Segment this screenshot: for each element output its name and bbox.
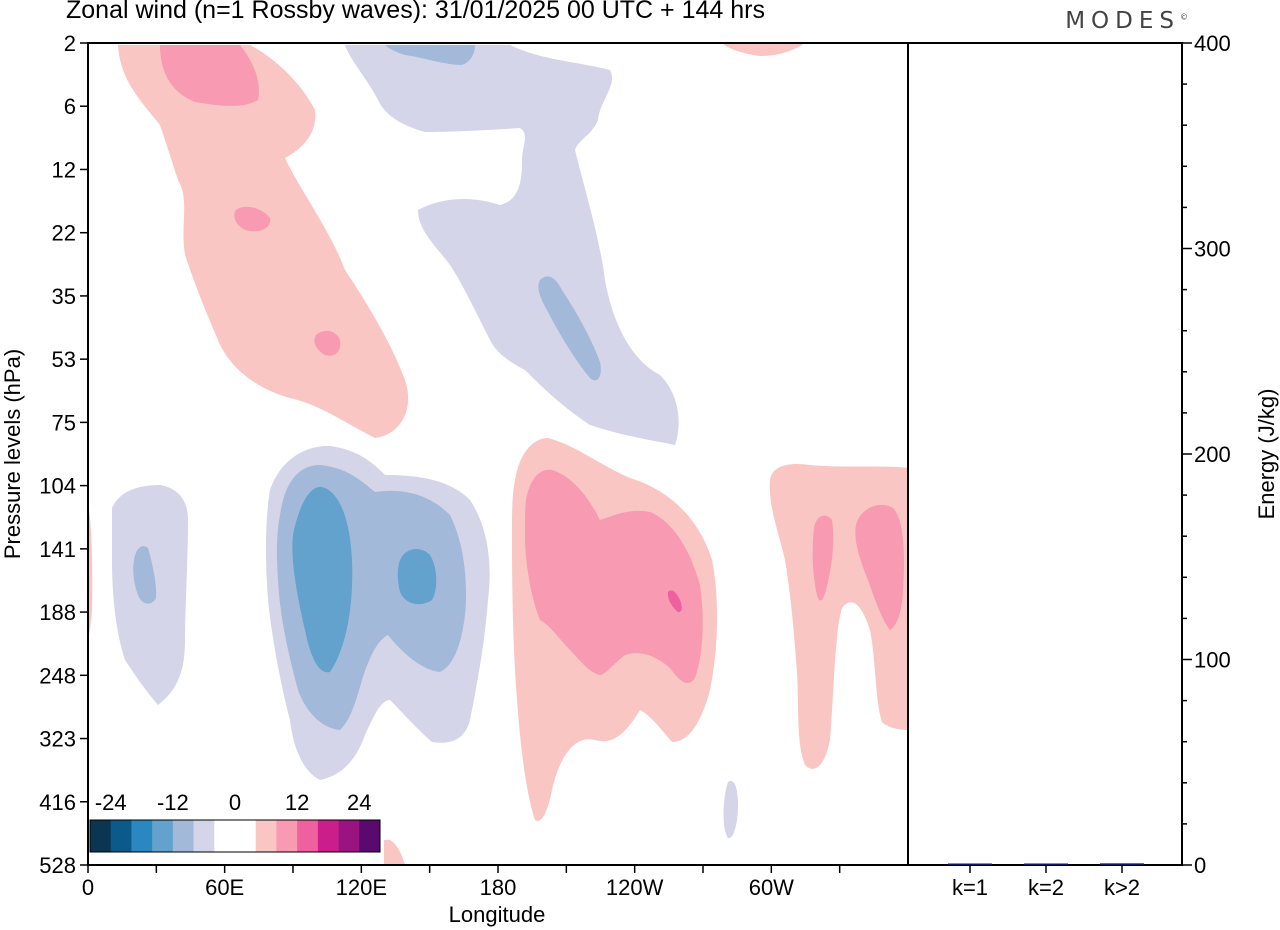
colorbar-swatch	[317, 820, 340, 852]
colorbar-swatch	[152, 820, 174, 852]
y-tick-label: 104	[39, 474, 76, 499]
x-tick-label: 0	[82, 875, 94, 900]
energy-axis-label: Energy (J/kg)	[1254, 389, 1279, 520]
y-tick-label: 35	[52, 284, 76, 309]
energy-bar	[948, 863, 992, 865]
contour-pos-upper-blob-2	[314, 330, 341, 356]
contour-neg-left-inner	[133, 546, 157, 604]
contour-neg-main-inner-2	[397, 548, 437, 605]
colorbar-label: 24	[347, 790, 371, 815]
y-tick-label: 188	[39, 600, 76, 625]
energy-tick-label: 100	[1194, 648, 1231, 673]
energy-tick-label: 200	[1194, 442, 1231, 467]
contour-field	[88, 43, 908, 865]
contour-neg-upper-inner	[385, 45, 475, 65]
contour-pos-right-inner-1	[812, 515, 834, 601]
logo-text: MODES	[1065, 8, 1180, 34]
colorbar-swatch	[359, 820, 381, 852]
energy-tick-label: 300	[1194, 237, 1231, 262]
logo-mark: ©	[1180, 12, 1188, 22]
y-tick-label: 75	[52, 410, 76, 435]
contour-neg-main-inner-1	[292, 486, 353, 673]
contour-neg-upper-outer	[345, 45, 679, 445]
energy-bar	[1100, 863, 1144, 865]
y-tick-label: 12	[52, 157, 76, 182]
colorbar-swatch	[110, 820, 132, 852]
contour-pos-center-inner	[525, 469, 703, 683]
x-tick-label: 120E	[336, 875, 387, 900]
y-tick-label: 22	[52, 221, 76, 246]
x-axis-label: Longitude	[449, 902, 546, 927]
colorbar-label: -12	[157, 790, 189, 815]
contour-neg-speck	[723, 780, 738, 839]
colorbar-swatch	[131, 820, 153, 852]
y-tick-label: 528	[39, 853, 76, 878]
modes-logo: MODES©	[1065, 8, 1188, 34]
contour-pos-right-inner-2	[855, 504, 904, 630]
contour-pos-center-core	[667, 590, 682, 613]
energy-tick-label: 400	[1194, 31, 1231, 56]
colorbar-swatch	[276, 820, 298, 852]
y-tick-label: 2	[64, 31, 76, 56]
energy-bar	[1024, 863, 1068, 865]
colorbar-frame	[89, 819, 381, 853]
contour-neg-upper-streak	[538, 276, 601, 381]
y-tick-label: 416	[39, 790, 76, 815]
y-tick-label: 323	[39, 727, 76, 752]
y-tick-label: 6	[64, 94, 76, 119]
y-axis-label: Pressure levels (hPa)	[0, 349, 25, 559]
colorbar-label: 0	[229, 790, 241, 815]
contour-pos-upper-blob-1	[234, 206, 271, 232]
y-tick-label: 141	[39, 537, 76, 562]
contour-pos-upper-outer	[118, 45, 409, 438]
colorbar-swatch	[172, 820, 195, 852]
bar-category-label: k=1	[952, 875, 988, 900]
colorbar-label: 12	[285, 790, 309, 815]
bar-category-label: k>2	[1104, 875, 1140, 900]
x-tick-label: 60W	[749, 875, 794, 900]
contour-pos-edge-left	[88, 505, 93, 640]
energy-tick-label: 0	[1194, 853, 1206, 878]
colorbar-swatch	[338, 820, 360, 852]
contour-pos-edge-top	[722, 43, 805, 56]
colorbar-label: -24	[95, 790, 127, 815]
x-tick-label: 60E	[205, 875, 244, 900]
chart-title: Zonal wind (n=1 Rossby waves): 31/01/202…	[66, 0, 765, 24]
y-tick-label: 53	[52, 347, 76, 372]
x-tick-label: 120W	[606, 875, 664, 900]
bar-category-label: k=2	[1028, 875, 1064, 900]
colorbar-swatch	[193, 820, 215, 852]
colorbar-swatch	[297, 820, 319, 852]
colorbar-swatch	[90, 820, 112, 852]
colorbar-swatch	[214, 820, 236, 852]
contour-pos-upper-inner	[160, 45, 259, 106]
colorbar-swatch	[255, 820, 277, 852]
colorbar-swatch	[235, 820, 257, 852]
colorbar-legend: -24 -12 0 12 24	[86, 786, 384, 866]
y-tick-label: 248	[39, 663, 76, 688]
x-tick-label: 180	[480, 875, 517, 900]
